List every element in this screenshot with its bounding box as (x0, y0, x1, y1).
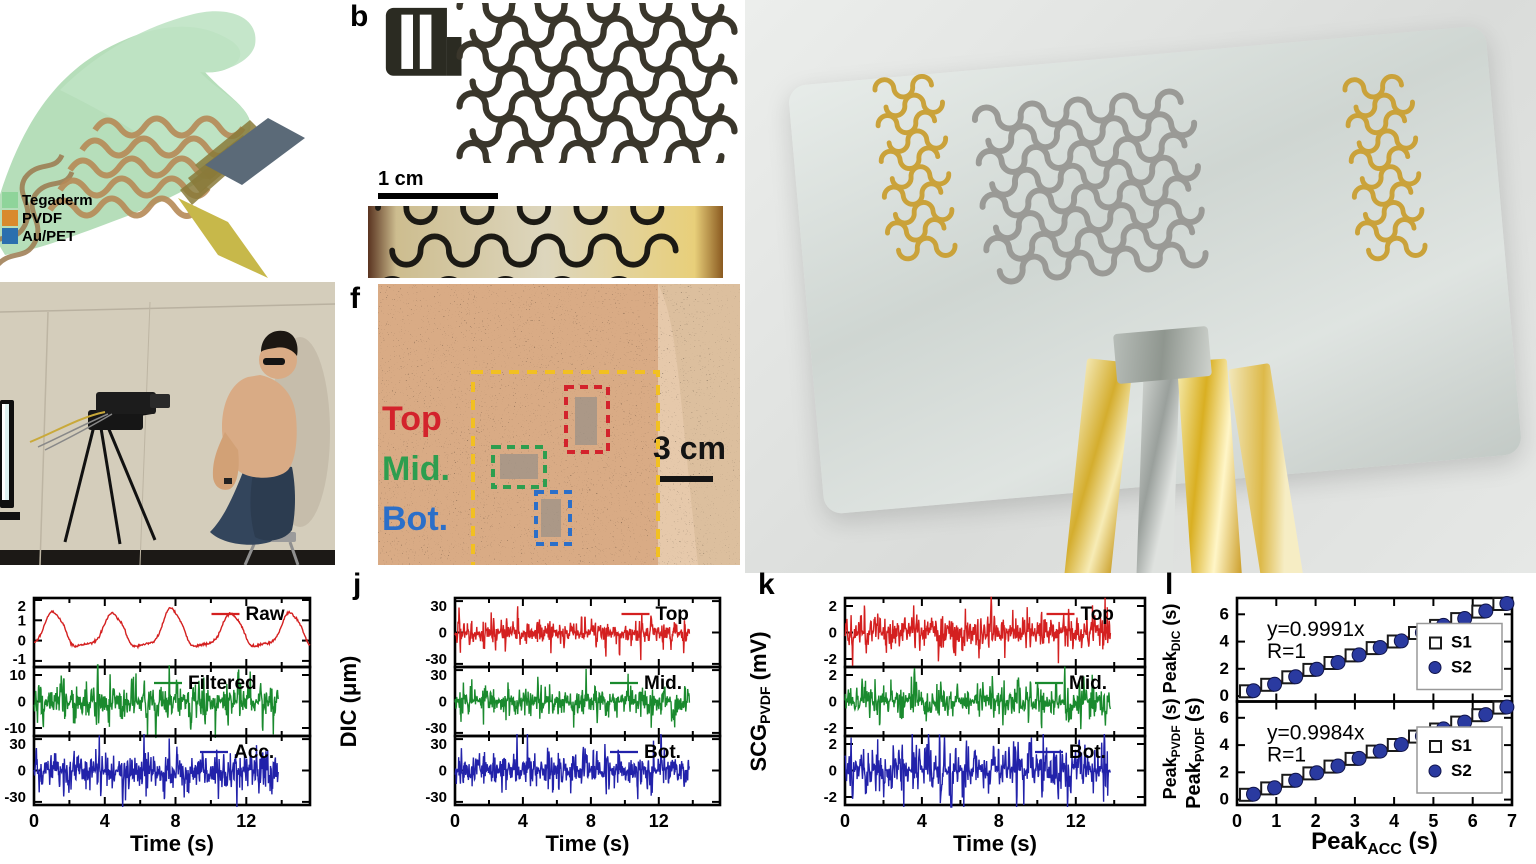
svg-text:12: 12 (236, 811, 256, 831)
svg-text:2: 2 (1220, 762, 1229, 781)
svg-text:6: 6 (1220, 708, 1229, 727)
svg-text:8: 8 (994, 811, 1004, 831)
svg-text:0: 0 (829, 625, 837, 642)
svg-text:4: 4 (1389, 811, 1399, 831)
svg-text:S2: S2 (1451, 761, 1472, 780)
svg-text:Filtered: Filtered (188, 673, 257, 694)
svg-text:Mid.: Mid. (644, 673, 682, 694)
svg-text:0: 0 (18, 763, 26, 780)
svg-text:3 cm: 3 cm (653, 430, 726, 466)
svg-text:4: 4 (518, 811, 528, 831)
svg-text:Top: Top (656, 604, 689, 625)
svg-text:-30: -30 (4, 789, 26, 806)
svg-text:4: 4 (917, 811, 927, 831)
svg-text:30: 30 (430, 736, 447, 753)
svg-text:4: 4 (1220, 632, 1230, 651)
svg-text:0: 0 (1232, 811, 1242, 831)
svg-text:SCGPVDF (mV): SCGPVDF (mV) (750, 631, 773, 771)
svg-text:-2: -2 (824, 651, 837, 668)
svg-text:2: 2 (829, 598, 837, 615)
svg-text:Au/PET: Au/PET (22, 228, 75, 245)
svg-text:6: 6 (1220, 604, 1229, 623)
svg-text:-30: -30 (425, 720, 447, 737)
svg-text:-1: -1 (13, 651, 26, 668)
svg-text:8: 8 (170, 811, 180, 831)
svg-text:S2: S2 (1451, 658, 1472, 677)
svg-text:2: 2 (1220, 659, 1229, 678)
svg-text:-10: -10 (4, 720, 26, 737)
svg-text:0: 0 (18, 694, 26, 711)
svg-text:Tegaderm: Tegaderm (22, 192, 93, 209)
svg-text:-2: -2 (824, 789, 837, 806)
svg-text:DIC (μm): DIC (μm) (340, 656, 361, 748)
svg-text:2: 2 (18, 598, 26, 615)
svg-text:Raw: Raw (246, 604, 285, 625)
svg-text:Bot.: Bot. (644, 742, 681, 763)
svg-text:Acc.: Acc. (234, 742, 274, 763)
svg-text:Time (s): Time (s) (953, 831, 1037, 856)
svg-text:8: 8 (586, 811, 596, 831)
svg-text:y=0.9991x: y=0.9991x (1267, 618, 1365, 641)
svg-text:0: 0 (1220, 686, 1229, 705)
svg-text:0: 0 (829, 694, 837, 711)
svg-text:Time (s): Time (s) (546, 831, 630, 856)
svg-text:PeakPVDF (s) PeakDIC (s): PeakPVDF (s) PeakDIC (s) (1160, 604, 1183, 800)
svg-text:12: 12 (1066, 811, 1086, 831)
svg-text:0: 0 (1220, 790, 1229, 809)
svg-text:0: 0 (829, 763, 837, 780)
svg-text:y=0.9984x: y=0.9984x (1267, 722, 1365, 745)
svg-text:2: 2 (829, 736, 837, 753)
svg-text:12: 12 (649, 811, 669, 831)
svg-text:R=1: R=1 (1267, 744, 1306, 767)
svg-text:0: 0 (439, 763, 447, 780)
svg-text:7: 7 (1507, 811, 1517, 831)
svg-text:PVDF: PVDF (22, 210, 62, 227)
svg-text:-30: -30 (425, 789, 447, 806)
svg-text:0: 0 (18, 633, 26, 650)
svg-text:4: 4 (100, 811, 110, 831)
svg-text:0: 0 (29, 811, 39, 831)
svg-text:-30: -30 (425, 651, 447, 668)
svg-text:PeakPVDF (s): PeakPVDF (s) (1183, 698, 1207, 809)
svg-text:2: 2 (829, 667, 837, 684)
svg-text:Time (s): Time (s) (130, 831, 214, 856)
svg-text:0: 0 (439, 694, 447, 711)
svg-text:S1: S1 (1451, 633, 1472, 652)
svg-text:6: 6 (1468, 811, 1478, 831)
svg-text:10: 10 (9, 667, 26, 684)
svg-text:1: 1 (1271, 811, 1281, 831)
svg-text:30: 30 (9, 736, 26, 753)
svg-text:0: 0 (450, 811, 460, 831)
svg-text:R=1: R=1 (1267, 640, 1306, 663)
svg-text:0: 0 (840, 811, 850, 831)
svg-text:30: 30 (430, 598, 447, 615)
svg-text:Mid.: Mid. (1069, 673, 1107, 694)
svg-text:-2: -2 (824, 720, 837, 737)
svg-text:30: 30 (430, 667, 447, 684)
svg-text:PeakACC (s): PeakACC (s) (1311, 828, 1438, 858)
svg-text:S1: S1 (1451, 736, 1472, 755)
svg-text:Bot.: Bot. (1069, 742, 1106, 763)
svg-text:Top: Top (1081, 604, 1114, 625)
svg-text:4: 4 (1220, 735, 1230, 754)
svg-text:0: 0 (439, 625, 447, 642)
